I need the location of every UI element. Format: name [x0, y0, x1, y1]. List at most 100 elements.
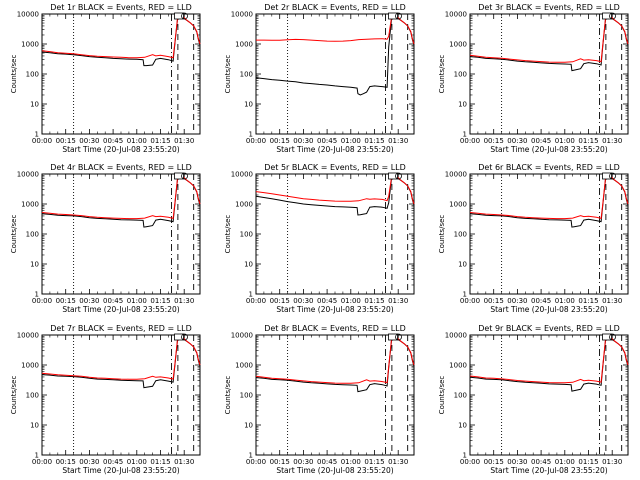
spike-marker-box	[388, 172, 398, 180]
y-tick-label: 1	[463, 291, 467, 299]
panel-det-2: Det 2r BLACK = Events, RED = LLD 1 10 100 10…	[224, 3, 415, 154]
y-tick-label: 10000	[445, 171, 467, 179]
spike-marker-box	[602, 12, 612, 20]
x-tick-label: 01:15	[578, 458, 598, 466]
panel-det-6: Det 6r BLACK = Events, RED = LLD 1 10 100 10…	[438, 163, 629, 314]
y-tick-label: 1	[35, 291, 39, 299]
x-tick-label: 01:30	[602, 137, 622, 145]
y-tick-label: 10000	[231, 332, 253, 340]
spike-marker-circle	[609, 12, 616, 20]
y-tick-label: 1000	[21, 41, 39, 49]
x-tick-label: 01:15	[578, 297, 598, 305]
x-tick-label: 00:30	[79, 297, 99, 305]
x-tick-label: 00:45	[103, 297, 123, 305]
y-tick-label: 100	[454, 71, 467, 79]
series-line-lld	[41, 173, 201, 220]
y-tick-label: 100	[240, 231, 253, 239]
x-tick-label: 00:00	[32, 297, 52, 305]
x-tick-label: 01:00	[127, 137, 147, 145]
y-tick-label: 1000	[235, 41, 253, 49]
series-line-lld	[469, 13, 629, 63]
panel-title: Det 2r BLACK = Events, RED = LLD	[264, 3, 406, 12]
x-tick-label: 00:30	[293, 297, 313, 305]
y-tick-label: 1000	[235, 362, 253, 370]
x-tick-label: 01:15	[364, 297, 384, 305]
x-tick-label: 00:00	[460, 458, 480, 466]
y-tick-label: 1000	[449, 201, 467, 209]
spike-marker-box	[388, 12, 398, 20]
panel-det-4: Det 4r BLACK = Events, RED = LLD 1 10 100 10…	[10, 163, 201, 314]
x-tick-label: 00:45	[531, 458, 551, 466]
y-tick-label: 1	[249, 291, 253, 299]
y-axis-label: Counts/sec	[10, 55, 18, 94]
spike-marker-circle	[181, 172, 188, 180]
y-tick-label: 10000	[445, 11, 467, 19]
series-line-lld	[255, 334, 415, 384]
x-tick-label: 01:15	[150, 137, 170, 145]
x-tick-label: 00:15	[270, 297, 290, 305]
x-tick-label: 00:15	[270, 137, 290, 145]
x-tick-label: 00:45	[531, 137, 551, 145]
x-tick-label: 00:15	[56, 137, 76, 145]
x-tick-label: 01:00	[555, 458, 575, 466]
x-tick-label: 00:00	[460, 137, 480, 145]
x-tick-label: 01:15	[150, 458, 170, 466]
panel-title: Det 1r BLACK = Events, RED = LLD	[50, 3, 192, 12]
spike-marker-circle	[395, 333, 402, 341]
spike-marker-circle	[609, 333, 616, 341]
series-line-lld	[256, 13, 415, 45]
spike-marker-circle	[181, 12, 188, 20]
x-tick-label: 00:30	[79, 137, 99, 145]
panel-title: Det 7r BLACK = Events, RED = LLD	[50, 324, 192, 333]
x-tick-label: 01:30	[388, 297, 408, 305]
x-tick-label: 01:15	[364, 458, 384, 466]
x-tick-label: 00:00	[246, 137, 266, 145]
x-tick-label: 01:00	[555, 137, 575, 145]
y-tick-label: 10	[30, 422, 39, 430]
panel-title: Det 3r BLACK = Events, RED = LLD	[478, 3, 620, 12]
spike-marker-box	[602, 172, 612, 180]
series-line-events	[41, 14, 201, 67]
y-tick-label: 1	[35, 452, 39, 460]
y-tick-label: 1000	[21, 362, 39, 370]
y-tick-label: 10000	[17, 332, 39, 340]
y-tick-label: 10000	[17, 11, 39, 19]
x-tick-label: 00:15	[484, 458, 504, 466]
y-axis-label: Counts/sec	[438, 376, 446, 415]
panel-title: Det 8r BLACK = Events, RED = LLD	[264, 324, 406, 333]
panel-title: Det 5r BLACK = Events, RED = LLD	[264, 163, 406, 172]
x-tick-label: 00:45	[531, 297, 551, 305]
series-line-lld	[255, 173, 415, 205]
x-axis-label: Start Time (20-Jul-08 23:55:20)	[62, 305, 179, 314]
x-tick-label: 01:00	[555, 297, 575, 305]
x-axis-label: Start Time (20-Jul-08 23:55:20)	[490, 145, 607, 154]
series-line-events	[41, 335, 201, 389]
y-axis-label: Counts/sec	[10, 215, 18, 254]
x-tick-label: 00:15	[484, 297, 504, 305]
y-tick-label: 1	[249, 452, 253, 460]
x-axis-label: Start Time (20-Jul-08 23:55:20)	[276, 145, 393, 154]
y-tick-label: 1	[463, 452, 467, 460]
x-tick-label: 01:15	[578, 137, 598, 145]
y-tick-label: 1	[463, 131, 467, 139]
x-tick-label: 01:00	[341, 458, 361, 466]
y-tick-label: 1	[249, 131, 253, 139]
series-line-lld	[469, 334, 629, 384]
y-tick-label: 100	[454, 392, 467, 400]
x-tick-label: 01:00	[341, 137, 361, 145]
x-tick-label: 01:30	[388, 458, 408, 466]
y-tick-label: 10000	[231, 11, 253, 19]
series-line-lld	[41, 13, 201, 59]
panel-title: Det 4r BLACK = Events, RED = LLD	[50, 163, 192, 172]
y-tick-label: 10	[458, 261, 467, 269]
panel-title: Det 6r BLACK = Events, RED = LLD	[478, 163, 620, 172]
panel-det-5: Det 5r BLACK = Events, RED = LLD 1 10 100 10…	[224, 163, 415, 314]
y-tick-label: 10	[30, 261, 39, 269]
x-tick-label: 00:30	[293, 458, 313, 466]
x-axis-label: Start Time (20-Jul-08 23:55:20)	[62, 466, 179, 475]
x-tick-label: 01:30	[602, 458, 622, 466]
y-tick-label: 10	[244, 422, 253, 430]
x-axis-label: Start Time (20-Jul-08 23:55:20)	[276, 305, 393, 314]
y-tick-label: 1	[35, 131, 39, 139]
